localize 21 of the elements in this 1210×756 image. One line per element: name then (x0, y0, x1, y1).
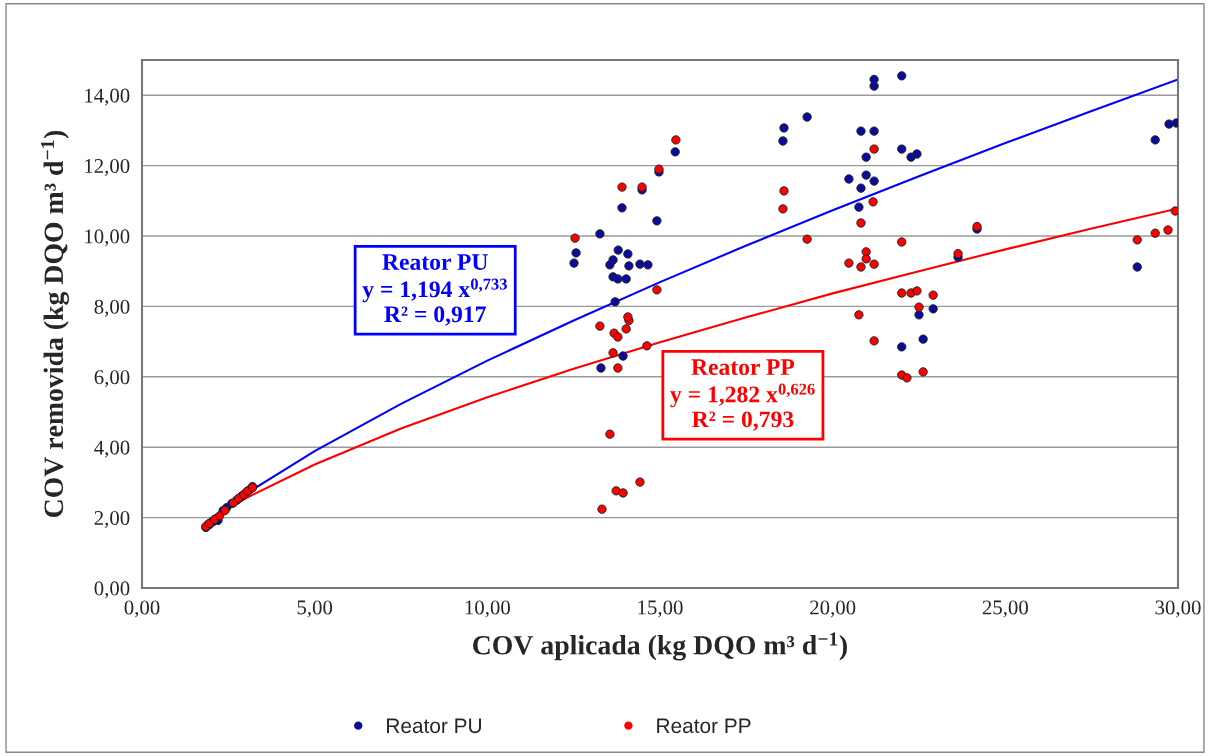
y-tick-label: 4,00 (94, 440, 130, 458)
x-tick-label: 15,00 (638, 600, 683, 618)
y-tick-label: 0,00 (94, 581, 130, 599)
x-tick-label: 5,00 (297, 600, 333, 618)
x-tick-label: 10,00 (465, 600, 510, 618)
legend-label: Reator PU (387, 718, 481, 734)
y-tick-label: 12,00 (85, 158, 130, 177)
y-tick-label: 6,00 (94, 370, 130, 388)
x-tick-label: 0,00 (124, 600, 160, 618)
y-tick-label: 8,00 (94, 299, 130, 317)
annotation: Reator PP y = 1,282 x$^{0,626}$ R² = 0,793 (670, 359, 815, 431)
x-tick-label: 20,00 (810, 600, 856, 618)
x-tick-label: 25,00 (982, 600, 1028, 618)
y-tick-label: 14,00 (85, 88, 130, 106)
y-tick-label: 10,00 (85, 229, 130, 247)
y-axis-title: COV removida (kg DQO m³ d$^{−1}$) (41, 130, 69, 518)
annotation: Reator PU y = 1,194 x$^{0,733}$ R² = 0,917 (362, 254, 507, 326)
x-axis-title: COV aplicada (kg DQO m³ d$^{−1}$) (473, 632, 847, 661)
y-tick-label: 2,00 (94, 510, 130, 529)
x-tick-label: 30,00 (1155, 600, 1201, 618)
legend-label: Reator PP (657, 718, 751, 734)
